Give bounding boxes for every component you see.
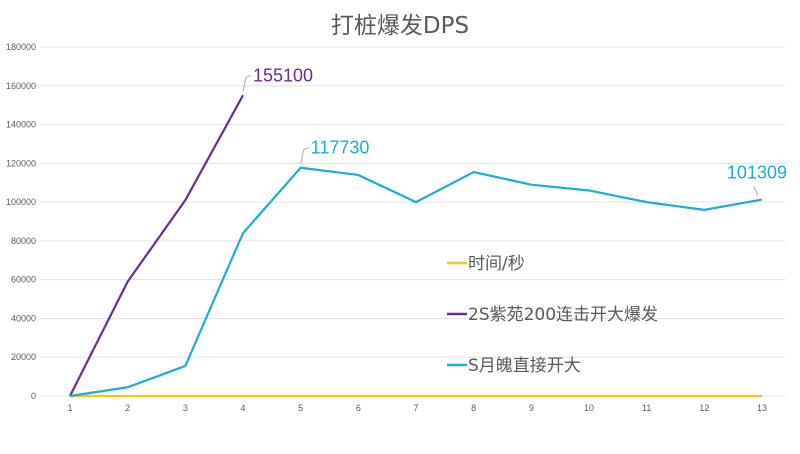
y-tick-label: 40000: [11, 313, 36, 323]
y-tick-label: 20000: [11, 352, 36, 362]
y-tick-label: 180000: [6, 42, 36, 52]
x-tick-label: 4: [240, 403, 245, 413]
y-tick-label: 160000: [6, 81, 36, 91]
x-tick-label: 12: [699, 403, 709, 413]
x-tick-label: 10: [584, 403, 594, 413]
y-tick-label: 140000: [6, 120, 36, 130]
x-tick-label: 3: [183, 403, 188, 413]
y-tick-label: 100000: [6, 197, 36, 207]
data-label: 155100: [253, 65, 313, 85]
y-tick-label: 0: [31, 391, 36, 401]
x-tick-label: 5: [298, 403, 303, 413]
data-label: 117730: [311, 138, 370, 158]
legend-label: 2S紫苑200连击开大爆发: [468, 305, 658, 325]
legend-label: S月魄直接开大: [468, 356, 581, 376]
x-tick-label: 8: [471, 403, 476, 413]
chart-title: 打桩爆发DPS: [330, 13, 470, 39]
x-tick-label: 7: [413, 403, 418, 413]
y-tick-label: 120000: [6, 158, 36, 168]
series-line-1: [69, 94, 244, 397]
y-tick-label: 80000: [11, 236, 36, 246]
data-label-leader: [300, 147, 309, 164]
data-label-leader: [242, 74, 252, 92]
x-tick-label: 2: [125, 403, 130, 413]
data-label: 101309: [727, 163, 787, 183]
legend-label: 时间/秒: [468, 254, 525, 274]
y-tick-label: 60000: [11, 275, 36, 285]
x-tick-label: 13: [757, 403, 767, 413]
x-tick-label: 6: [356, 403, 361, 413]
x-tick-label: 9: [529, 403, 534, 413]
data-label-leader: [753, 186, 759, 196]
x-tick-label: 1: [67, 403, 72, 413]
x-tick-label: 11: [642, 403, 651, 413]
